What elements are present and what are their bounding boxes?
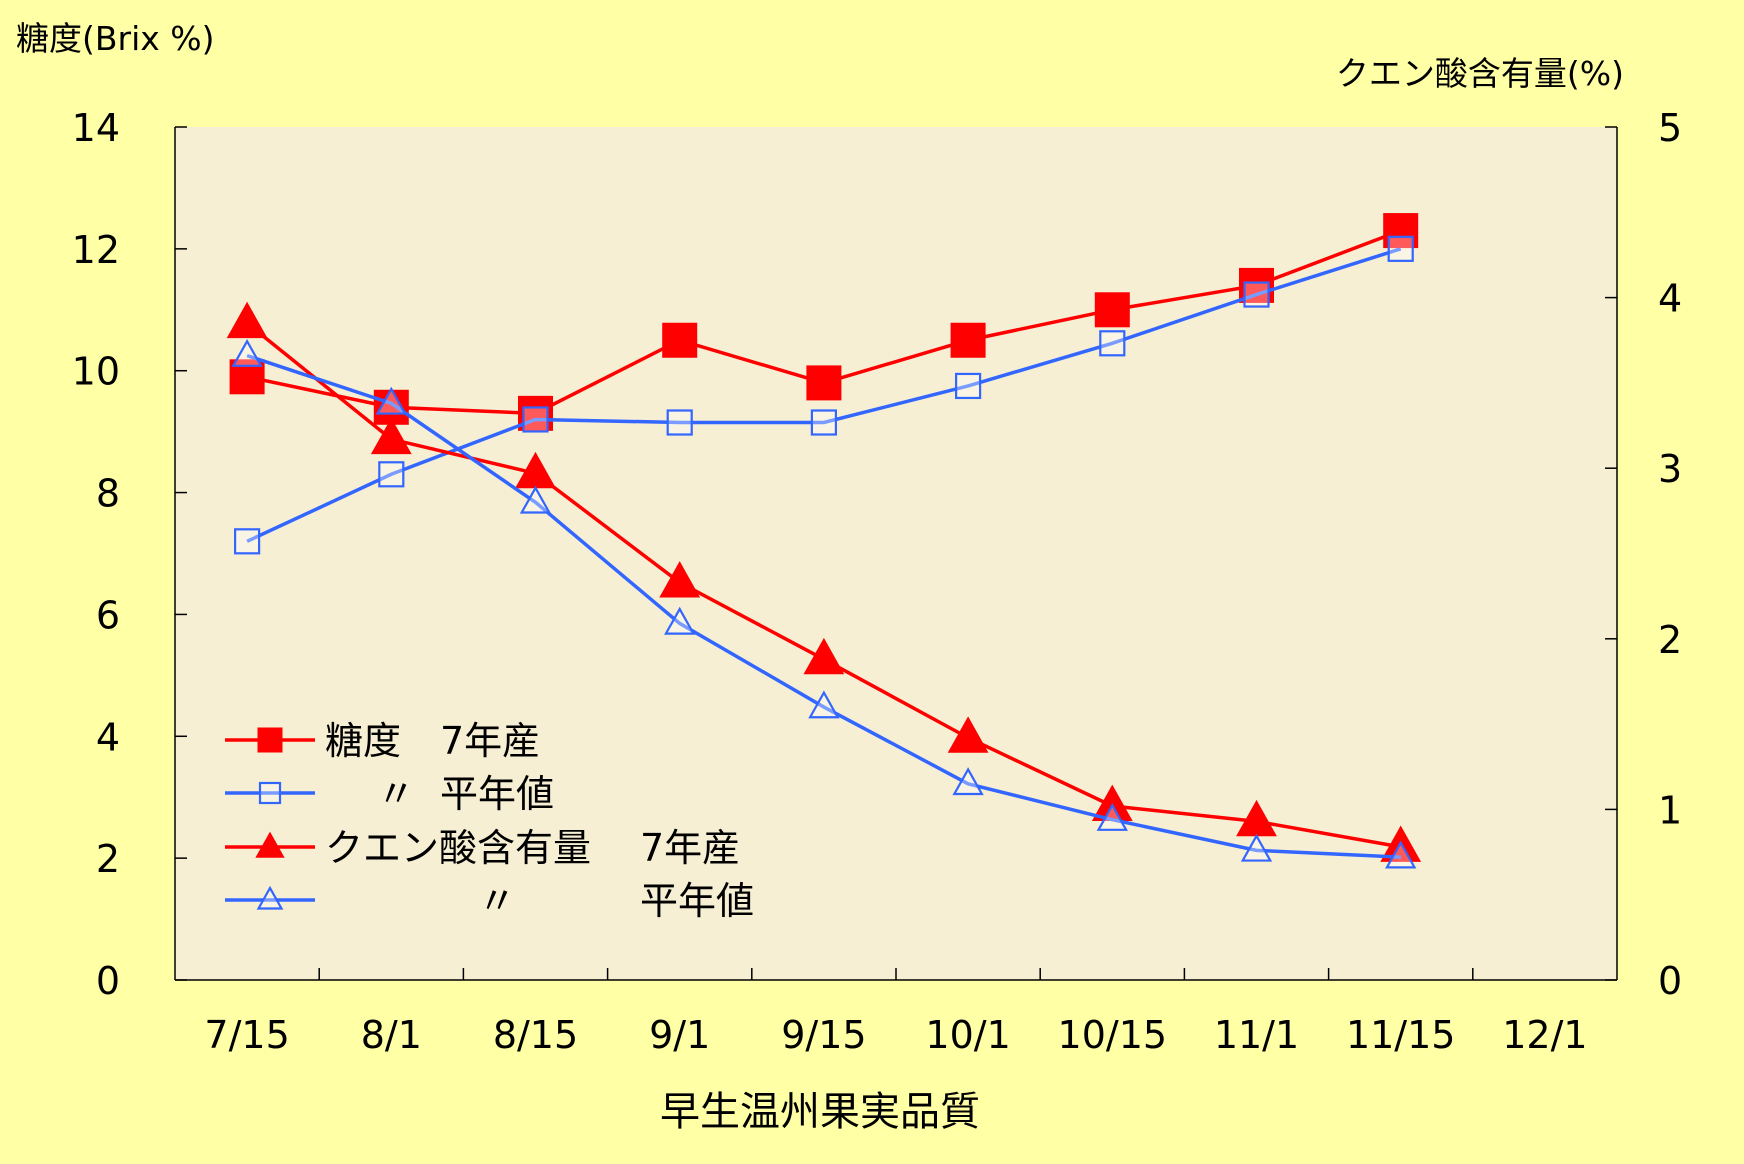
data-point xyxy=(950,322,986,358)
legend-item: 〃平年値 xyxy=(225,772,554,816)
right-tick-label: 5 xyxy=(1658,106,1682,150)
left-tick-label: 12 xyxy=(72,228,120,272)
legend-suffix: 平年値 xyxy=(640,879,754,923)
x-tick-label: 12/1 xyxy=(1502,1013,1587,1057)
legend-name: クエン酸含有量 xyxy=(325,826,591,870)
series-layer xyxy=(226,213,1422,869)
x-tick-label: 11/15 xyxy=(1346,1013,1456,1057)
data-point xyxy=(226,301,268,339)
data-point xyxy=(519,485,552,514)
left-tick-label: 0 xyxy=(96,959,120,1003)
x-tick-label: 10/15 xyxy=(1058,1013,1168,1057)
right-tick-label: 2 xyxy=(1658,618,1682,662)
data-point xyxy=(1099,330,1126,357)
legend-item: 〃 平年値 xyxy=(225,879,754,923)
left-tick-label: 4 xyxy=(96,715,120,759)
legend-item: 糖度 7年産 xyxy=(225,719,540,763)
right-tick-label: 1 xyxy=(1658,788,1682,832)
right-tick-label: 3 xyxy=(1658,447,1682,491)
series-line xyxy=(246,247,1402,543)
legend-name: 〃 xyxy=(377,772,415,816)
right-axis-label: クエン酸含有量(%) xyxy=(1336,54,1624,93)
series-2 xyxy=(226,301,1422,862)
x-tick-label: 9/15 xyxy=(781,1013,866,1057)
data-point xyxy=(810,409,838,436)
data-point xyxy=(370,417,412,455)
series-3 xyxy=(231,338,1417,869)
data-point xyxy=(1385,840,1417,869)
data-point xyxy=(231,338,263,367)
legend-suffix: 7年産 xyxy=(440,719,540,763)
legend-suffix: 平年値 xyxy=(440,772,554,816)
x-tick-label: 11/1 xyxy=(1214,1013,1299,1057)
data-point xyxy=(1094,292,1130,328)
data-point xyxy=(662,322,698,358)
data-point xyxy=(803,637,845,675)
right-tick-label: 4 xyxy=(1658,277,1682,321)
plot-area xyxy=(175,127,1617,980)
data-point xyxy=(664,606,696,635)
data-point xyxy=(256,885,284,910)
data-point xyxy=(952,767,984,796)
series-1 xyxy=(234,235,1414,555)
chart-title: 早生温州果実品質 xyxy=(660,1089,980,1135)
left-tick-label: 10 xyxy=(72,350,120,394)
data-point xyxy=(1096,802,1128,831)
data-point xyxy=(808,690,840,719)
data-point xyxy=(1387,235,1414,262)
x-tick-label: 7/15 xyxy=(204,1013,289,1057)
left-axis-label: 糖度(Brix %) xyxy=(16,19,215,58)
legend-name: 〃 xyxy=(478,879,516,923)
legend-item: クエン酸含有量 7年産 xyxy=(225,826,740,870)
series-line xyxy=(246,353,1401,859)
x-tick-label: 10/1 xyxy=(925,1013,1010,1057)
legend-suffix: 7年産 xyxy=(640,826,740,870)
data-point xyxy=(255,831,285,858)
data-point xyxy=(378,461,405,488)
data-point xyxy=(234,528,261,555)
data-point xyxy=(522,406,549,433)
data-point xyxy=(806,365,842,401)
data-point xyxy=(1240,833,1273,862)
legend-name: 糖度 xyxy=(325,719,401,763)
x-tick-label: 8/1 xyxy=(361,1013,422,1057)
data-point xyxy=(947,716,989,753)
left-tick-label: 2 xyxy=(96,837,120,881)
left-tick-label: 14 xyxy=(72,106,120,150)
data-point xyxy=(375,386,407,415)
right-tick-label: 0 xyxy=(1658,959,1682,1003)
left-tick-label: 6 xyxy=(96,593,120,637)
x-tick-label: 8/15 xyxy=(493,1013,578,1057)
data-point xyxy=(257,727,283,753)
data-point xyxy=(1243,281,1270,308)
x-tick-label: 9/1 xyxy=(649,1013,710,1057)
data-point xyxy=(258,781,282,805)
left-tick-label: 8 xyxy=(96,472,120,516)
data-point xyxy=(954,372,982,400)
data-point xyxy=(666,409,693,436)
data-point xyxy=(659,561,701,598)
